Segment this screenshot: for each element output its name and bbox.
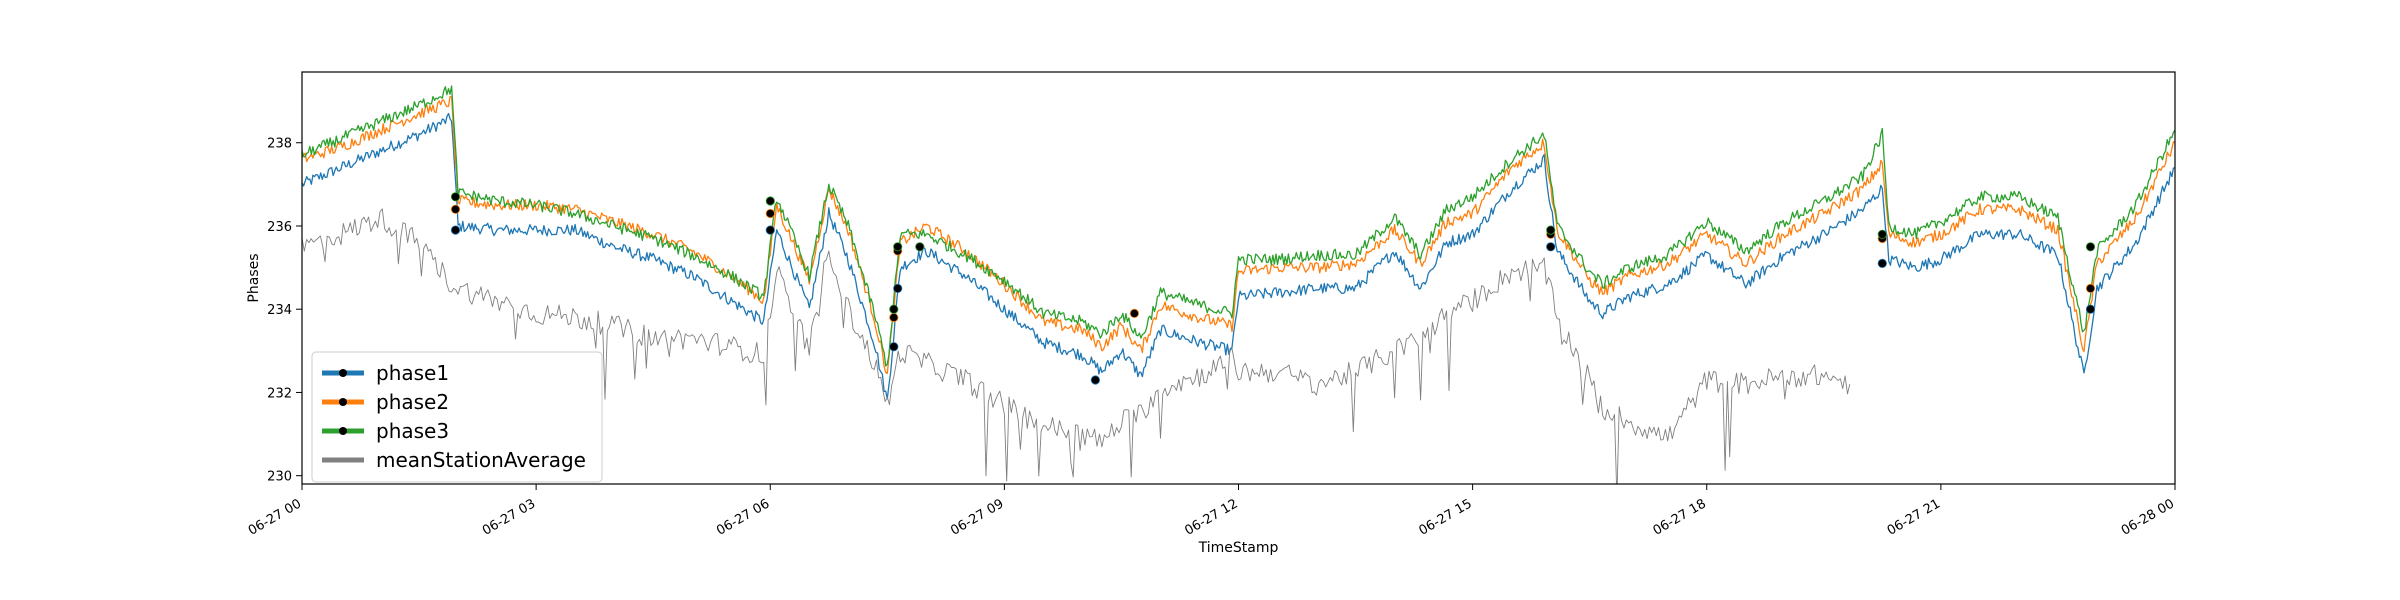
legend-label-phase2: phase2 — [376, 390, 449, 414]
y-tick-label-3: 236 — [267, 220, 292, 235]
legend-marker-phase3 — [339, 427, 347, 435]
marker-phase2-1 — [765, 208, 775, 219]
marker-phase3-3 — [893, 242, 903, 252]
series-line-phase3 — [302, 85, 2175, 367]
marker-phase3-1 — [765, 196, 775, 206]
marker-phase3-5 — [1546, 225, 1556, 235]
marker-phase3-0 — [450, 192, 461, 202]
series-layer — [302, 85, 2175, 484]
x-tick-label-5: 06-27 15 — [1417, 496, 1475, 538]
y-tick-label-4: 238 — [267, 137, 292, 152]
y-tick-label-1: 232 — [267, 386, 292, 401]
y-axis: 230 232 234 236 238 — [267, 137, 302, 485]
y-tick-label-0: 230 — [267, 470, 292, 485]
x-tick-label-7: 06-27 21 — [1885, 496, 1943, 538]
marker-phase3-7 — [2085, 242, 2096, 252]
series-line-meanStationAverage — [302, 208, 1851, 484]
legend-label-meanStationAverage: meanStationAverage — [376, 448, 586, 472]
marker-layer — [450, 192, 2096, 385]
y-axis-label: Phases — [246, 253, 262, 302]
x-tick-label-1: 06-27 03 — [480, 496, 538, 538]
x-axis-label: TimeStamp — [1198, 540, 1279, 556]
legend: phase1 phase2 phase3 meanStationAverage — [311, 351, 603, 483]
marker-phase1-0 — [450, 225, 461, 235]
marker-phase1-1 — [765, 225, 775, 235]
series-line-phase2 — [302, 96, 2175, 375]
legend-label-phase3: phase3 — [376, 419, 449, 443]
x-tick-label-0: 06-27 00 — [246, 496, 304, 538]
legend-marker-phase1 — [339, 369, 347, 377]
x-axis: 06-27 00 06-27 03 06-27 06 06-27 09 06-27 12… — [246, 484, 2177, 539]
legend-box — [311, 351, 603, 483]
x-tick-label-4: 06-27 12 — [1182, 496, 1240, 538]
x-tick-label-2: 06-27 06 — [714, 496, 772, 538]
marker-phase1-7 — [2085, 304, 2096, 314]
marker-phase1-3 — [893, 283, 903, 293]
marker-phase1-5 — [1546, 242, 1556, 252]
legend-marker-phase2 — [339, 398, 347, 406]
marker-phase2-0 — [450, 204, 461, 214]
marker-phase1-4 — [1090, 375, 1101, 385]
marker-phase2-7 — [2085, 283, 2096, 293]
marker-phase1-2 — [889, 342, 899, 352]
marker-phase2-2 — [889, 312, 899, 323]
series-line-phase1 — [302, 112, 2175, 400]
x-tick-label-3: 06-27 09 — [948, 496, 1006, 538]
marker-phase3-4 — [915, 242, 925, 252]
x-tick-label-6: 06-27 18 — [1651, 496, 1709, 538]
marker-phase3-6 — [1877, 229, 1887, 239]
x-tick-label-8: 06-28 00 — [2119, 496, 2177, 538]
y-tick-label-2: 234 — [267, 303, 292, 318]
marker-phase3-2 — [889, 304, 899, 314]
marker-phase2-4 — [1129, 308, 1140, 318]
legend-label-phase1: phase1 — [376, 361, 449, 385]
marker-phase1-6 — [1877, 258, 1887, 268]
